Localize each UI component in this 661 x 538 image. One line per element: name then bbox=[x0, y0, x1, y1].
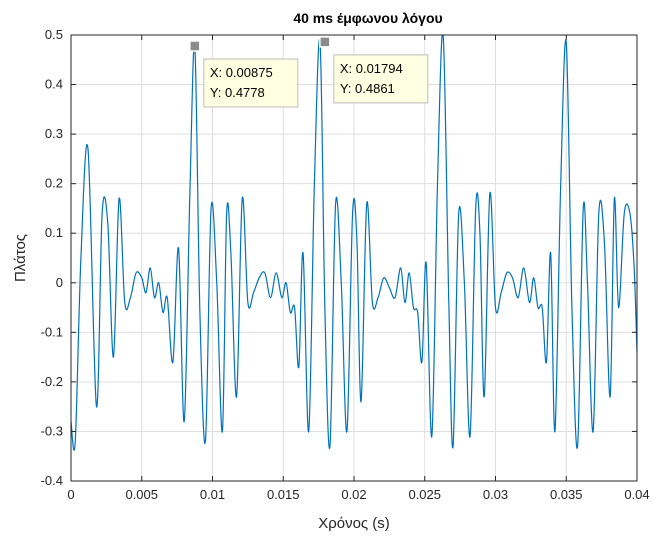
axes bbox=[70, 34, 638, 482]
datatip-marker[interactable] bbox=[189, 40, 201, 52]
x-tick-label: 0 bbox=[67, 487, 74, 502]
x-tick-label: 0.03 bbox=[483, 487, 508, 502]
tick-labels: 0 0.005 0.01 0.015 0.02 0.025 0.03 0.035 0.04 -0.… bbox=[41, 27, 650, 502]
y-tick-label: 0 bbox=[56, 275, 63, 290]
chart-title: 40 ms έμφωνου λόγου bbox=[293, 10, 442, 26]
datatip-y-value: Y: 0.4861 bbox=[340, 81, 395, 96]
y-tick-label: -0.2 bbox=[41, 374, 63, 389]
datatip[interactable]: X: 0.00875 Y: 0.4778 bbox=[189, 40, 299, 108]
datatips: X: 0.00875 Y: 0.4778 X: 0.01794 Y: 0.4861 bbox=[189, 36, 429, 108]
datatip-x-value: X: 0.00875 bbox=[210, 65, 273, 80]
x-tick-label: 0.035 bbox=[550, 487, 583, 502]
y-tick-label: -0.3 bbox=[41, 423, 63, 438]
y-tick-label: -0.1 bbox=[41, 324, 63, 339]
axes-box bbox=[70, 34, 638, 482]
y-tick-label: 0.4 bbox=[45, 77, 63, 92]
datatip-box bbox=[203, 58, 299, 108]
x-tick-label: 0.005 bbox=[125, 487, 158, 502]
series-line-layer bbox=[71, 35, 637, 451]
datatip-box bbox=[333, 54, 429, 104]
datatip-x-value: X: 0.01794 bbox=[340, 61, 403, 76]
x-tick-label: 0.025 bbox=[408, 487, 441, 502]
x-tick-label: 0.01 bbox=[200, 487, 225, 502]
datatip-y-value: Y: 0.4778 bbox=[210, 85, 265, 100]
x-axis-label: Χρόνος (s) bbox=[318, 515, 390, 532]
y-tick-label: -0.4 bbox=[41, 473, 63, 488]
datatip[interactable]: X: 0.01794 Y: 0.4861 bbox=[319, 36, 429, 104]
x-tick-label: 0.02 bbox=[341, 487, 366, 502]
y-axis-label: Πλάτος bbox=[12, 234, 29, 282]
datatip-marker[interactable] bbox=[319, 36, 331, 48]
y-tick-label: 0.5 bbox=[45, 27, 63, 42]
x-tick-label: 0.015 bbox=[267, 487, 300, 502]
y-tick-label: 0.1 bbox=[45, 225, 63, 240]
y-tick-label: 0.2 bbox=[45, 176, 63, 191]
series-line bbox=[71, 35, 637, 451]
y-tick-label: 0.3 bbox=[45, 126, 63, 141]
x-tick-label: 0.04 bbox=[624, 487, 649, 502]
